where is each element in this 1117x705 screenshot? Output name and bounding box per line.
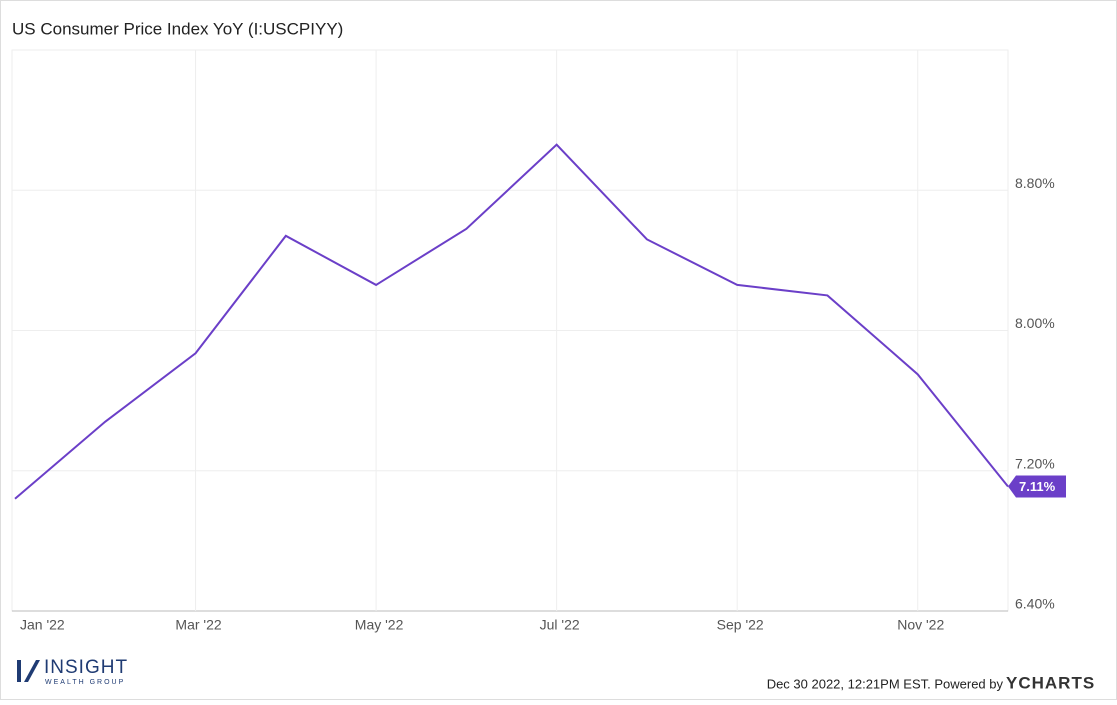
line (14, 143, 1009, 500)
chart-title: US Consumer Price Index YoY (I:USCPIYY) (12, 19, 343, 38)
value-label: 7.11% (1019, 479, 1056, 494)
timestamp: Dec 30 2022, 12:21PM EST. Powered by (767, 676, 1004, 691)
logo-subtext: WEALTH GROUP (45, 679, 125, 686)
y-tick-label: 6.40% (1015, 596, 1055, 612)
x-tick-label: May '22 (355, 617, 404, 633)
y-tick-label: 8.00% (1015, 315, 1055, 331)
x-tick-label: Nov '22 (897, 617, 944, 633)
logo-text: INSIGHT (44, 657, 128, 678)
x-tick-label: Jan '22 (20, 617, 65, 633)
y-tick-label: 8.80% (1015, 175, 1055, 191)
brand: YCHARTS (1006, 673, 1095, 692)
logo-mark (24, 660, 40, 682)
logo-mark (17, 660, 21, 682)
x-tick-label: Sep '22 (717, 617, 764, 633)
value-label-bg (1008, 475, 1066, 498)
x-tick-label: Mar '22 (175, 617, 221, 633)
x-tick-label: Jul '22 (540, 617, 580, 633)
y-tick-label: 7.20% (1015, 455, 1055, 471)
logo: INSIGHT WEALTH GROUP (17, 657, 128, 686)
